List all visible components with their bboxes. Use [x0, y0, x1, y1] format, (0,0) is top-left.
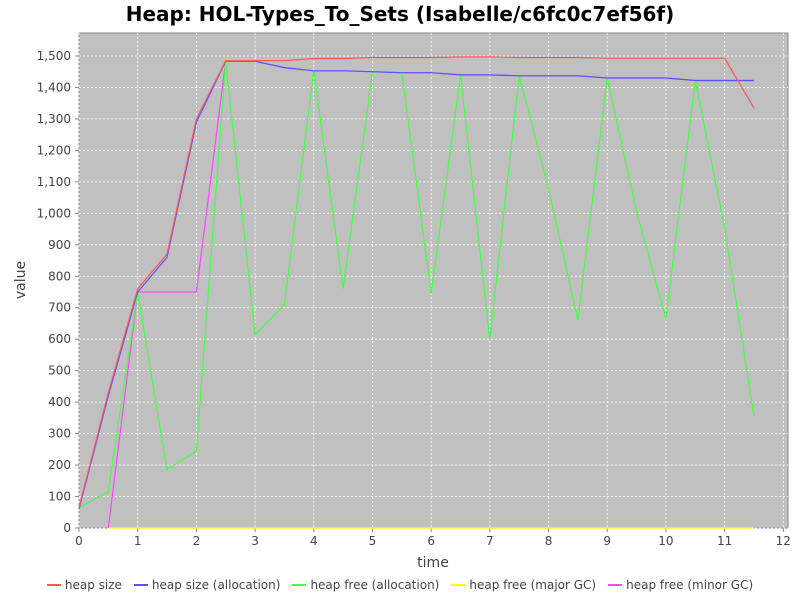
x-tick-label: 3	[251, 534, 259, 548]
y-tick-label: 600	[48, 332, 71, 346]
x-tick-label: 1	[134, 534, 142, 548]
legend-item: heap free (minor GC)	[608, 578, 753, 592]
chart-title: Heap: HOL-Types_To_Sets (Isabelle/c6fc0c…	[125, 2, 675, 26]
y-axis-label: value	[13, 261, 29, 299]
y-tick-label: 1,500	[37, 49, 71, 63]
x-tick-label: 4	[310, 534, 318, 548]
x-axis-label: time	[417, 555, 449, 571]
legend-label: heap free (major GC)	[469, 578, 597, 592]
legend-swatch	[46, 584, 61, 586]
series-line-heap-free-allocation	[78, 61, 755, 509]
x-tick-label: 0	[75, 534, 83, 548]
legend-label: heap free (allocation)	[310, 578, 440, 592]
x-tick-label: 10	[658, 534, 673, 548]
y-tick-label: 700	[48, 301, 71, 315]
legend-item: heap size (allocation)	[133, 578, 281, 592]
legend-swatch	[608, 584, 623, 586]
legend-item: heap free (allocation)	[292, 578, 439, 592]
legend-swatch	[451, 584, 466, 586]
legend-label: heap size	[64, 578, 122, 592]
y-tick-label: 1,400	[37, 80, 71, 94]
y-tick-label: 300	[48, 427, 71, 441]
legend: heap size heap size (allocation) heap free…	[0, 578, 800, 592]
y-tick-label: 1,100	[37, 175, 71, 189]
y-tick-label: 1,300	[37, 112, 71, 126]
y-tick-label: 500	[48, 364, 71, 378]
x-tick-label: 5	[369, 534, 377, 548]
legend-item: heap size	[46, 578, 122, 592]
x-tick-label: 9	[603, 534, 611, 548]
x-tick-label: 6	[427, 534, 435, 548]
y-tick-label: 1,000	[37, 206, 71, 220]
y-tick-label: 400	[48, 395, 71, 409]
x-tick-label: 7	[486, 534, 494, 548]
legend-label: heap free (minor GC)	[626, 578, 754, 592]
y-tick-label: 200	[48, 458, 71, 472]
y-tick-label: 1,200	[37, 143, 71, 157]
y-tick-label: 100	[48, 490, 71, 504]
legend-swatch	[133, 584, 148, 586]
series-line-heap-size	[78, 56, 755, 508]
x-tick-label: 11	[717, 534, 732, 548]
x-tick-label: 8	[545, 534, 553, 548]
y-tick-label: 900	[48, 238, 71, 252]
legend-swatch	[292, 584, 307, 586]
x-tick-label: 2	[193, 534, 201, 548]
series-line-heap-size-allocation	[78, 60, 754, 510]
y-tick-label: 0	[63, 521, 71, 535]
legend-label: heap size (allocation)	[151, 578, 281, 592]
y-tick-label: 800	[48, 269, 71, 283]
legend-item: heap free (major GC)	[451, 578, 596, 592]
x-tick-label: 12	[776, 534, 791, 548]
